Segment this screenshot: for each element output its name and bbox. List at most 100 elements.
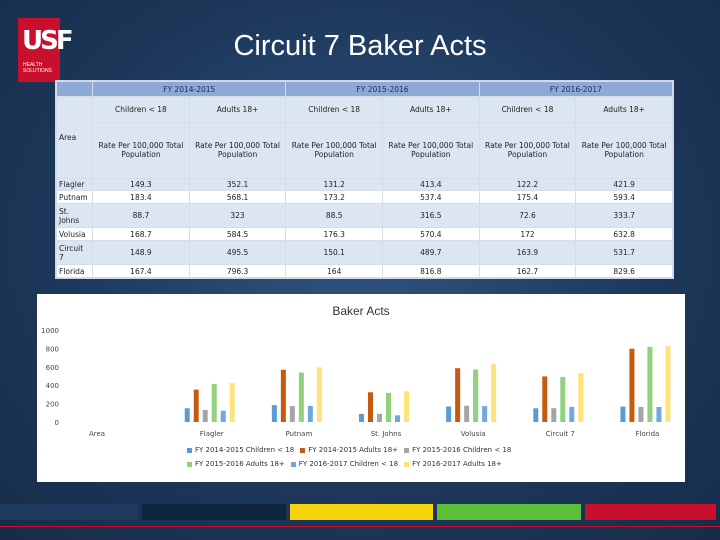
legend-label: FY 2016-2017 Adults 18+ xyxy=(412,460,502,468)
y-tick-label: 800 xyxy=(46,345,59,353)
table-cell: 72.6 xyxy=(478,203,577,229)
legend-item: FY 2015-2016 Adults 18+ xyxy=(187,460,285,468)
table-cell: 352.1 xyxy=(188,177,287,192)
bar xyxy=(464,405,470,422)
bar xyxy=(271,405,277,422)
table-cell: 333.7 xyxy=(575,203,673,229)
bar xyxy=(404,391,409,422)
legend-item: FY 2016-2017 Adults 18+ xyxy=(404,460,502,468)
bar xyxy=(202,409,208,422)
strip-segment xyxy=(289,504,434,520)
table-cell: 175.4 xyxy=(478,190,577,205)
table-cell: 176.3 xyxy=(285,227,384,242)
bar xyxy=(193,389,199,422)
table-cell: 162.7 xyxy=(478,264,577,278)
strip-segment xyxy=(0,504,139,520)
x-tick-label: Florida xyxy=(636,430,660,438)
row-area: St. Johns xyxy=(55,203,94,229)
logo-mark: USF xyxy=(22,26,74,56)
legend-label: FY 2015-2016 Children < 18 xyxy=(412,446,512,454)
group-header: Adults 18+ xyxy=(188,96,287,123)
group-header: Children < 18 xyxy=(92,96,190,123)
table-cell: 131.2 xyxy=(285,177,384,192)
group-header: Adults 18+ xyxy=(575,96,673,123)
table-cell: 495.5 xyxy=(188,240,287,266)
group-header: Children < 18 xyxy=(478,96,577,123)
y-tick-label: 400 xyxy=(46,382,59,390)
strip-segment xyxy=(584,504,716,520)
table-cell: 183.4 xyxy=(92,190,190,205)
chart-title: Baker Acts xyxy=(332,304,390,318)
bar xyxy=(368,392,373,422)
table-cell: 796.3 xyxy=(188,264,287,278)
table-cell: 584.5 xyxy=(188,227,287,242)
table-cell: 489.7 xyxy=(382,240,480,266)
table-cell: 149.3 xyxy=(92,177,190,192)
x-tick-label: Circuit 7 xyxy=(546,430,575,438)
bar xyxy=(395,415,400,422)
legend-item: FY 2015-2016 Children < 18 xyxy=(404,446,511,454)
footer-color-strip xyxy=(0,504,720,520)
group-header: Adults 18+ xyxy=(382,96,480,123)
row-area: Circuit 7 xyxy=(55,240,94,266)
table-cell: 172 xyxy=(478,227,577,242)
baker-acts-chart: Baker Acts 0 200 400 600 800 1000 Area Flagler P… xyxy=(37,294,685,482)
x-tick-label: Putnam xyxy=(285,430,312,438)
y-tick-label: 0 xyxy=(55,419,59,427)
footer-red-line xyxy=(0,526,720,527)
table-row: Volusia 168.7 584.5 176.3 570.4 172 632.8 xyxy=(55,227,673,242)
y-tick-label: 200 xyxy=(46,401,59,409)
table-cell: 421.9 xyxy=(575,177,673,192)
row-area: Flagler xyxy=(55,177,94,192)
table-row: St. Johns 88.7 323 88.5 316.5 72.6 333.7 xyxy=(55,203,673,229)
bar xyxy=(482,406,488,422)
legend-item: FY 2014-2015 Children < 18 xyxy=(187,446,294,454)
table-row: Putnam 183.4 568.1 173.2 537.4 175.4 593.4 xyxy=(55,190,673,205)
x-tick-label: Volusia xyxy=(461,430,486,438)
legend-swatch xyxy=(300,447,306,453)
table-body: Flagler 149.3 352.1 131.2 413.4 122.2 421.9 Put… xyxy=(55,177,673,278)
rate-header: Rate Per 100,000 Total Population xyxy=(575,121,673,179)
rate-header: Rate Per 100,000 Total Population xyxy=(92,121,190,179)
bar xyxy=(551,408,557,422)
x-tick-label: St. Johns xyxy=(371,430,402,438)
bar xyxy=(446,406,452,422)
x-tick-label: Flagler xyxy=(200,430,224,438)
bar xyxy=(359,413,364,422)
table-cell: 413.4 xyxy=(382,177,480,192)
table-cell: 570.4 xyxy=(382,227,480,242)
legend-label: FY 2014-2015 Adults 18+ xyxy=(308,446,399,454)
bar xyxy=(542,376,548,422)
bar xyxy=(569,406,575,422)
bar xyxy=(220,410,226,422)
table-cell: 537.4 xyxy=(382,190,480,205)
bar xyxy=(289,406,295,422)
bar xyxy=(298,372,304,422)
bar xyxy=(629,348,635,422)
table-cell: 593.4 xyxy=(575,190,673,205)
y-tick-label: 600 xyxy=(46,364,59,372)
data-table: FY 2014-2015 FY 2015-2016 FY 2016-2017 A… xyxy=(55,80,674,278)
bar xyxy=(491,363,497,422)
bar xyxy=(578,373,584,422)
chart-plot: 0 200 400 600 800 1000 Area Flagler Putnam St. Jo… xyxy=(41,327,671,438)
legend-label: FY 2014-2015 Children < 18 xyxy=(195,446,295,454)
legend-item: FY 2014-2015 Adults 18+ xyxy=(300,446,398,454)
bar xyxy=(665,345,671,422)
legend-label: FY 2016-2017 Children < 18 xyxy=(298,460,399,468)
rate-header: Rate Per 100,000 Total Population xyxy=(188,121,287,179)
group-header: Children < 18 xyxy=(285,96,384,123)
usf-health-logo: USF HEALTH SOLUTIONS xyxy=(18,18,74,82)
table-row: Flagler 149.3 352.1 131.2 413.4 122.2 421.9 xyxy=(55,177,673,192)
table-cell: 88.7 xyxy=(92,203,190,229)
table-cell: 816.8 xyxy=(382,264,480,278)
bar xyxy=(386,392,391,422)
row-area: Florida xyxy=(55,264,94,278)
table-cell: 323 xyxy=(188,203,287,229)
strip-segment xyxy=(437,504,581,520)
bar xyxy=(647,346,653,422)
table-row: Circuit 7 148.9 495.5 150.1 489.7 163.9 531.7 xyxy=(55,240,673,266)
table-cell: 167.4 xyxy=(92,264,190,278)
bar xyxy=(280,369,286,422)
bar xyxy=(656,407,662,422)
